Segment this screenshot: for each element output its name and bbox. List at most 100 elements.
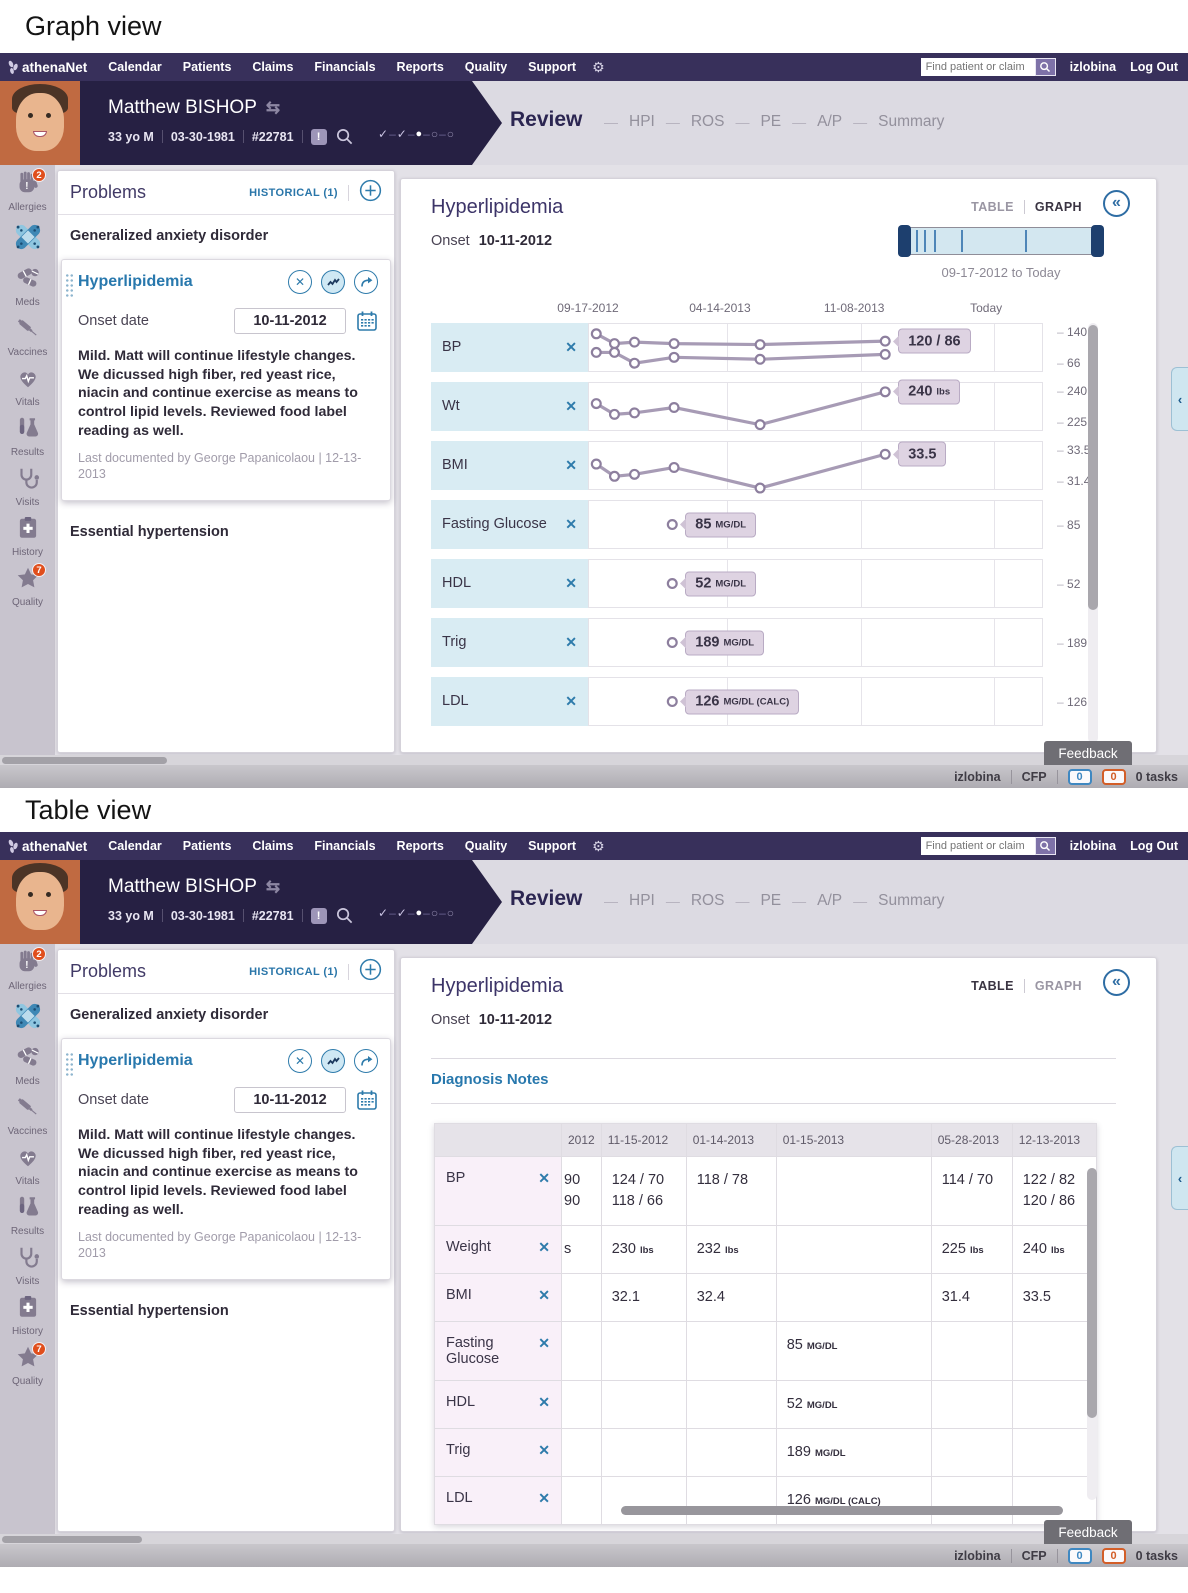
expand-side-panel-tab[interactable]: ‹	[1171, 367, 1188, 431]
remove-vital-button[interactable]: ✕	[538, 1170, 550, 1186]
tab-graph[interactable]: GRAPH	[1034, 200, 1082, 214]
table-horizontal-scrollbar[interactable]	[621, 1506, 1063, 1515]
sidebar-item-visits[interactable]: Visits	[0, 465, 55, 508]
add-problem-button[interactable]	[359, 958, 382, 986]
collapse-panel-button[interactable]: «	[1103, 190, 1130, 217]
remove-vital-button[interactable]: ✕	[538, 1442, 550, 1459]
close-problem-button[interactable]: ✕	[288, 1049, 312, 1073]
encounter-step-pe[interactable]: PE	[760, 113, 782, 130]
nav-username[interactable]: izlobina	[1069, 839, 1117, 853]
remove-vital-button[interactable]: ✕	[565, 339, 577, 356]
remove-vital-button[interactable]: ✕	[538, 1239, 550, 1256]
nav-item-patients[interactable]: Patients	[182, 60, 232, 74]
remove-vital-button[interactable]: ✕	[565, 693, 577, 710]
global-search-button[interactable]	[1034, 837, 1056, 855]
nav-item-support[interactable]: Support	[528, 839, 577, 853]
problem-list-item[interactable]: Generalized anxiety disorder	[70, 1007, 269, 1023]
encounter-progress-indicator[interactable]: ✓ – ✓ – ● – ○ – ○	[378, 906, 454, 920]
athenanet-logo[interactable]: athenaNet	[8, 839, 87, 854]
remove-vital-button[interactable]: ✕	[565, 516, 577, 533]
date-range-slider[interactable]	[898, 225, 1104, 257]
nav-item-patients[interactable]: Patients	[182, 839, 232, 853]
encounter-step-summary[interactable]: Summary	[878, 113, 945, 130]
remove-vital-button[interactable]: ✕	[565, 575, 577, 592]
problem-list-item[interactable]: Essential hypertension	[70, 524, 229, 541]
table-vertical-scrollbar[interactable]	[1087, 1168, 1097, 1500]
scrollbar-thumb[interactable]	[2, 1535, 142, 1543]
feedback-button[interactable]: Feedback	[1044, 1520, 1132, 1544]
remove-vital-button[interactable]: ✕	[538, 1335, 550, 1352]
sidebar-item-vitals[interactable]: Vitals	[0, 365, 55, 408]
sidebar-item-vaccines[interactable]: Vaccines	[0, 1094, 55, 1137]
global-search-input[interactable]	[920, 58, 1035, 76]
inbox-count-blue[interactable]: 0	[1067, 768, 1092, 785]
historical-link[interactable]: HISTORICAL (1)	[249, 965, 338, 978]
onset-date-input[interactable]	[234, 308, 346, 334]
patient-search-icon[interactable]	[335, 127, 354, 146]
nav-username[interactable]: izlobina	[1069, 60, 1117, 74]
sidebar-item-problems[interactable]	[0, 220, 55, 259]
historical-link[interactable]: HISTORICAL (1)	[249, 186, 338, 199]
nav-item-reports[interactable]: Reports	[396, 839, 444, 853]
scrollbar-thumb[interactable]	[1088, 325, 1098, 610]
sidebar-item-vitals[interactable]: Vitals	[0, 1144, 55, 1187]
problem-list-item[interactable]: Generalized anxiety disorder	[70, 228, 269, 244]
feedback-button[interactable]: Feedback	[1044, 741, 1132, 765]
logout-link[interactable]: Log Out	[1130, 60, 1178, 74]
encounter-step-ros[interactable]: ROS	[690, 113, 725, 130]
encounter-step-summary[interactable]: Summary	[878, 892, 945, 909]
remove-vital-button[interactable]: ✕	[565, 457, 577, 474]
slider-handle-right[interactable]	[1091, 225, 1104, 257]
problem-name[interactable]: Hyperlipidemia	[78, 273, 193, 290]
nav-item-calendar[interactable]: Calendar	[108, 839, 162, 853]
nav-item-quality[interactable]: Quality	[464, 839, 508, 853]
problem-name[interactable]: Hyperlipidemia	[78, 1052, 193, 1069]
nav-item-calendar[interactable]: Calendar	[108, 60, 162, 74]
nav-item-reports[interactable]: Reports	[396, 60, 444, 74]
nav-item-quality[interactable]: Quality	[464, 60, 508, 74]
sidebar-item-results[interactable]: Results	[0, 1194, 55, 1237]
drag-handle[interactable]	[65, 273, 74, 297]
scrollbar-thumb[interactable]	[1087, 1168, 1097, 1418]
onset-date-input[interactable]	[234, 1087, 346, 1113]
sidebar-item-visits[interactable]: Visits	[0, 1244, 55, 1287]
tab-graph[interactable]: GRAPH	[1034, 979, 1082, 993]
sidebar-item-problems[interactable]	[0, 999, 55, 1038]
horizontal-scrollbar[interactable]	[0, 1534, 1188, 1544]
settings-gear-icon[interactable]: ⚙	[592, 59, 605, 75]
encounter-step-a-p[interactable]: A/P	[817, 892, 843, 909]
sidebar-item-meds[interactable]: Meds	[0, 1044, 55, 1087]
remove-vital-button[interactable]: ✕	[538, 1287, 550, 1304]
slider-handle-left[interactable]	[898, 225, 911, 257]
encounter-step-a-p[interactable]: A/P	[817, 113, 843, 130]
sidebar-item-allergies[interactable]: ! 2 Allergies	[0, 168, 55, 213]
remove-vital-button[interactable]: ✕	[565, 398, 577, 415]
graph-vertical-scrollbar[interactable]	[1088, 323, 1098, 743]
global-search-input[interactable]	[920, 837, 1035, 855]
athenanet-logo[interactable]: athenaNet	[8, 60, 87, 75]
global-search-button[interactable]	[1034, 58, 1056, 76]
sidebar-item-quality[interactable]: 7 Quality	[0, 563, 55, 608]
sidebar-item-vaccines[interactable]: Vaccines	[0, 315, 55, 358]
swap-patient-icon[interactable]: ⇆	[265, 877, 281, 896]
share-problem-button[interactable]	[354, 270, 378, 294]
problem-list-item[interactable]: Essential hypertension	[70, 1303, 229, 1320]
nav-item-claims[interactable]: Claims	[252, 839, 294, 853]
inbox-count-orange[interactable]: 0	[1101, 768, 1126, 785]
swap-patient-icon[interactable]: ⇆	[265, 98, 281, 117]
remove-vital-button[interactable]: ✕	[538, 1394, 550, 1411]
collapse-panel-button[interactable]: «	[1103, 969, 1130, 996]
patient-alert-icon[interactable]: !	[310, 907, 327, 924]
encounter-step-hpi[interactable]: HPI	[629, 892, 655, 909]
diagnosis-notes-link[interactable]: Diagnosis Notes	[431, 1071, 549, 1088]
scrollbar-thumb[interactable]	[2, 756, 167, 764]
settings-gear-icon[interactable]: ⚙	[592, 838, 605, 854]
sidebar-item-meds[interactable]: Meds	[0, 265, 55, 308]
tab-table[interactable]: TABLE	[971, 200, 1014, 214]
tab-table[interactable]: TABLE	[971, 979, 1014, 993]
calendar-icon[interactable]	[356, 310, 378, 332]
horizontal-scrollbar[interactable]	[0, 755, 1188, 765]
sidebar-item-results[interactable]: Results	[0, 415, 55, 458]
remove-vital-button[interactable]: ✕	[565, 634, 577, 651]
remove-vital-button[interactable]: ✕	[538, 1490, 550, 1507]
